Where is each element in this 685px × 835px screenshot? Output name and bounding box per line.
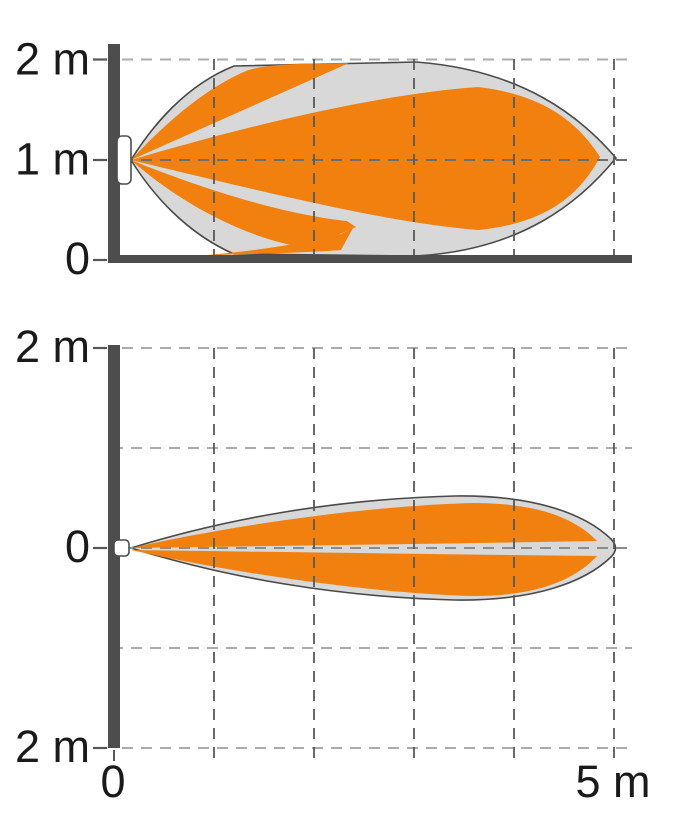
side-lobe-floor: [207, 228, 353, 255]
side-sensor: [116, 135, 132, 185]
shapes-layer: [93, 44, 632, 763]
side-wall: [108, 44, 120, 263]
top-y-label-plus2m: 2 m: [15, 321, 90, 372]
side-floor: [108, 255, 632, 263]
side-lobe-top: [131, 63, 349, 160]
top-y-label-minus2m: 2 m: [15, 721, 90, 772]
x-axis-label-5m: 5 m: [575, 756, 650, 807]
side-y-label-2m: 2 m: [15, 34, 90, 85]
side-lobe-lower: [131, 160, 356, 248]
top-sensor: [113, 539, 130, 557]
side-y-label-1m: 1 m: [15, 134, 90, 185]
top-lobe-upper: [131, 503, 597, 548]
side-y-label-0: 0: [65, 233, 90, 284]
top-lobe-lower: [131, 550, 597, 596]
x-axis-label-0: 0: [100, 756, 125, 807]
side-lobe-central: [131, 87, 600, 230]
top-y-label-0: 0: [65, 521, 90, 572]
